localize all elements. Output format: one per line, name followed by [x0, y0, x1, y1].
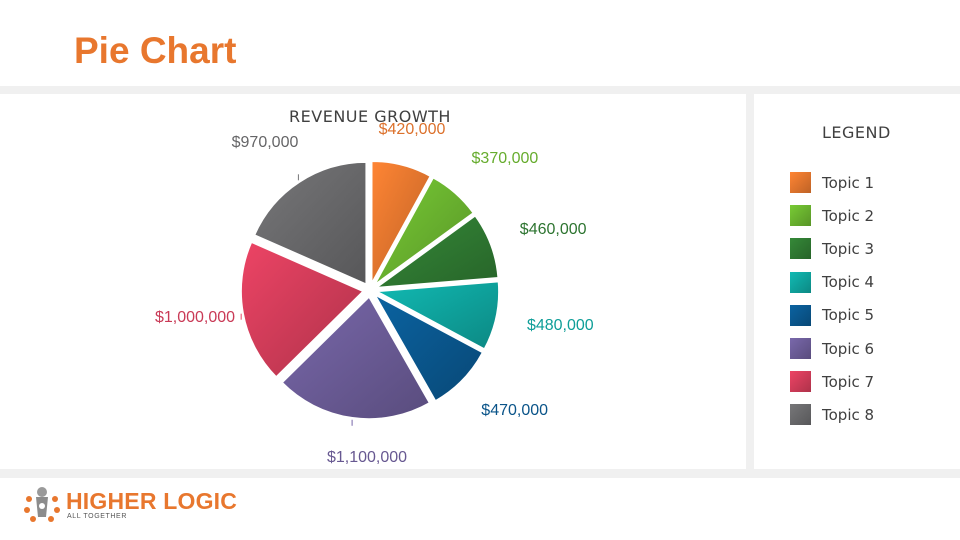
- legend-swatch: [790, 172, 811, 194]
- legend-item-4: Topic 4: [790, 266, 874, 299]
- pie-slice-8: [253, 161, 367, 286]
- pie-slice-4: [374, 280, 500, 351]
- data-label-7: $1,000,000: [154, 309, 236, 326]
- legend-item-7: Topic 7: [790, 365, 874, 398]
- legend-item-6: Topic 6: [790, 332, 874, 365]
- legend-label: Topic 1: [822, 173, 875, 192]
- data-label-5: $470,000: [481, 402, 549, 420]
- pie-slice-1: [370, 160, 432, 284]
- top-divider: [0, 86, 960, 94]
- legend-item-3: Topic 3: [790, 232, 874, 265]
- pie-slice-2: [373, 176, 475, 286]
- legend: Topic 1 Topic 2 Topic 3 Topic 4 Topic 5 Topic…: [790, 166, 874, 432]
- page-title: Pie Chart: [74, 30, 237, 71]
- legend-item-5: Topic 5: [790, 299, 874, 332]
- logo-wordmark: HIGHER LOGIC: [66, 488, 238, 514]
- legend-item-8: Topic 8: [790, 398, 874, 431]
- legend-item-1: Topic 1: [790, 166, 874, 199]
- data-label-6: $1,100,000: [326, 449, 408, 466]
- data-label-4: $480,000: [526, 316, 594, 334]
- legend-swatch: [790, 371, 811, 393]
- legend-item-2: Topic 2: [790, 199, 874, 232]
- data-label-8: $970,000: [231, 134, 299, 151]
- legend-swatch: [790, 271, 811, 293]
- legend-swatch: [790, 304, 811, 326]
- legend-swatch: [790, 238, 811, 260]
- legend-label: Topic 8: [822, 405, 875, 424]
- legend-swatch: [790, 205, 811, 227]
- legend-label: Topic 7: [822, 372, 875, 391]
- chart-title: REVENUE GROWTH: [289, 107, 451, 126]
- logo-mark-icon: [24, 487, 60, 522]
- legend-swatch: [790, 404, 811, 426]
- higher-logic-logo: HIGHER LOGIC ALL TOGETHER: [22, 484, 242, 526]
- legend-label: Topic 6: [822, 339, 875, 358]
- pie-slice-7: [240, 241, 365, 378]
- legend-label: Topic 4: [822, 273, 875, 292]
- data-label-2: $370,000: [471, 150, 539, 168]
- legend-label: Topic 3: [822, 239, 875, 258]
- legend-title: LEGEND: [822, 123, 891, 142]
- pie-slice-3: [373, 214, 499, 289]
- pie-chart: [240, 160, 500, 426]
- legend-label: Topic 5: [822, 306, 875, 325]
- bottom-divider: [0, 469, 960, 478]
- legend-label: Topic 2: [822, 206, 875, 225]
- data-label-1: $420,000: [378, 121, 446, 138]
- panel-divider: [746, 94, 754, 469]
- legend-swatch: [790, 338, 811, 360]
- logo-tagline: ALL TOGETHER: [67, 513, 127, 520]
- data-label-3: $460,000: [519, 220, 587, 238]
- pie-slice-6: [281, 295, 431, 420]
- pie-slice-5: [373, 292, 484, 402]
